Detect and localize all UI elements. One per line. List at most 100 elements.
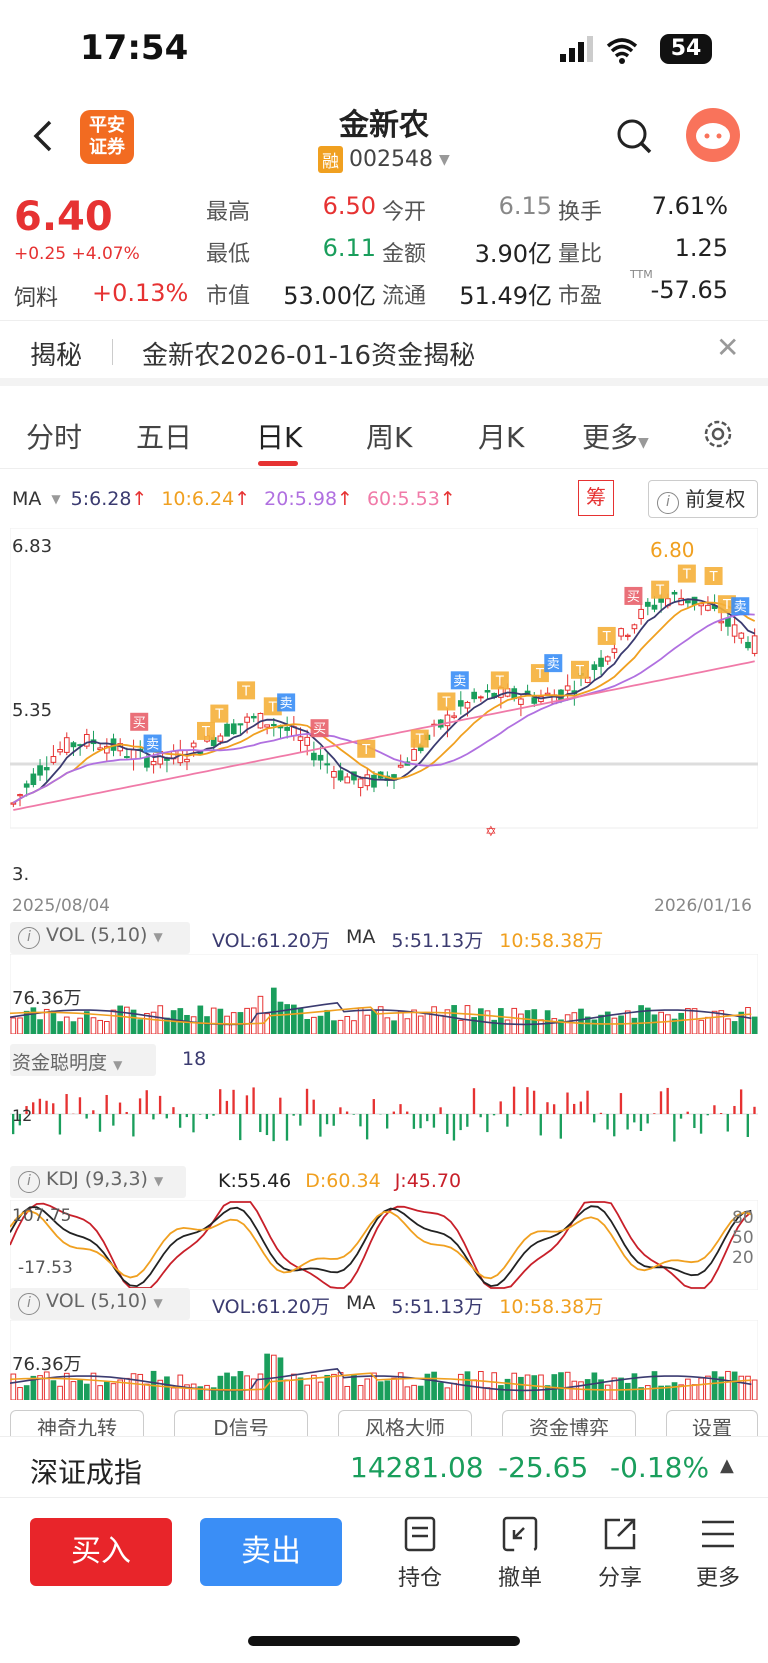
candle-body: [651, 604, 658, 610]
tab-daily-k[interactable]: 日K: [256, 421, 303, 454]
capital-bar: [386, 1114, 389, 1129]
settings-gear-icon[interactable]: [700, 416, 736, 452]
volume-bar: [17, 1387, 23, 1400]
volume-bar: [591, 1372, 598, 1400]
tab-intraday[interactable]: 分时: [26, 421, 83, 454]
index-change: -25.65: [498, 1451, 589, 1484]
stock-code-selector[interactable]: 融 002548 ▼: [318, 146, 450, 173]
candle-body: [444, 714, 451, 727]
kline-y-mid: 5.35: [12, 700, 53, 721]
volume-bar: [357, 1007, 364, 1034]
candle-body: [297, 736, 304, 741]
volume-bar: [10, 1017, 17, 1034]
volume-bar: [431, 1006, 437, 1034]
volume-bar: [204, 1016, 210, 1034]
index-ticker-bar[interactable]: 深证成指 14281.08 -25.65 -0.18% ▲: [0, 1436, 768, 1498]
capital-chart[interactable]: [10, 1080, 758, 1164]
price-adjust-button[interactable]: i 前复权: [648, 480, 758, 518]
volume-bar: [624, 1010, 631, 1034]
volume-bar: [711, 1371, 718, 1400]
share-button[interactable]: 分享: [580, 1514, 660, 1592]
candle-body: [564, 685, 571, 691]
kdj-panel-selector[interactable]: i KDJ (9,3,3) ▼: [10, 1166, 186, 1198]
volume-bar: [331, 1373, 337, 1400]
volume-bar: [364, 1014, 371, 1034]
signal-marker: [143, 734, 162, 753]
volume-bar: [417, 1015, 424, 1034]
chevron-up-icon[interactable]: ▲: [720, 1455, 734, 1476]
ma-line: [12, 613, 755, 804]
tab-monthly-k[interactable]: 月K: [478, 421, 525, 454]
candle-body: [70, 742, 77, 748]
sell-button[interactable]: 卖出: [200, 1518, 342, 1586]
vol2-ma10: 10:58.38万: [499, 1296, 604, 1318]
volume-panel2-selector[interactable]: i VOL (5,10) ▼: [10, 1288, 190, 1320]
capital-bar: [319, 1114, 322, 1137]
volume-bar: [698, 1019, 705, 1034]
capital-bar: [365, 1114, 369, 1140]
capital-bar: [359, 1114, 362, 1127]
capital-reveal-banner[interactable]: 揭秘 金新农2026-01-16资金揭秘 ✕: [0, 320, 768, 386]
more-button[interactable]: 更多: [678, 1514, 758, 1592]
candle-body: [611, 648, 618, 653]
positions-button[interactable]: 持仓: [380, 1514, 460, 1592]
signal-marker: [357, 739, 376, 758]
chevron-down-icon: ▼: [438, 151, 450, 168]
ma-legend[interactable]: MA ▼ 5:6.28↑ 10:6.24↑ 20:5.98↑ 60:5.53↑: [12, 488, 456, 510]
tab-more[interactable]: 更多▼: [582, 416, 649, 456]
kdj-ref-50: 50: [732, 1228, 754, 1248]
volume-bar: [491, 1372, 498, 1400]
candle-body: [745, 641, 751, 649]
vol-ma-label: MA: [346, 926, 376, 948]
capital-bar: [112, 1114, 115, 1126]
kdj-chart[interactable]: [10, 1200, 758, 1290]
assistant-avatar[interactable]: [686, 108, 740, 162]
capital-bar: [332, 1114, 335, 1126]
candle-body: [10, 802, 17, 805]
volume-bar: [97, 1019, 103, 1034]
capital-bar: [459, 1114, 462, 1131]
signal-marker-label: 买: [133, 716, 146, 731]
tab-weekly-k[interactable]: 周K: [366, 421, 413, 454]
capital-bar: [626, 1114, 629, 1130]
home-indicator[interactable]: [248, 1636, 520, 1646]
capital-bar: [506, 1114, 509, 1127]
volume-bar: [217, 1375, 224, 1400]
volume2-chart[interactable]: [10, 1320, 758, 1400]
volume2-axis-label: 76.36万: [12, 1354, 82, 1375]
signal-icon: [560, 36, 638, 64]
volume-bar: [124, 1006, 130, 1034]
volume-bar: [404, 1018, 411, 1034]
capital-bar: [192, 1114, 195, 1133]
volume-bar: [511, 1372, 518, 1400]
volume-panel-selector[interactable]: i VOL (5,10) ▼: [10, 922, 190, 954]
chip-distribution-button[interactable]: 筹: [578, 480, 614, 516]
capital-bar: [646, 1114, 649, 1124]
volume-chart[interactable]: [10, 954, 758, 1034]
volume-bar: [170, 1387, 177, 1400]
back-icon[interactable]: [24, 116, 64, 156]
capital-bar: [753, 1106, 756, 1114]
capital-bar: [406, 1111, 409, 1114]
cancel-order-button[interactable]: 撤单: [480, 1514, 560, 1592]
kdj-ref-20: 20: [732, 1248, 754, 1268]
buy-button[interactable]: 买入: [30, 1518, 172, 1586]
volume-bar: [404, 1386, 411, 1400]
volume-bar: [491, 1019, 498, 1034]
sector-name[interactable]: 饲料: [14, 286, 59, 311]
volume-bar: [631, 1017, 638, 1034]
signal-marker: [277, 693, 296, 712]
close-icon[interactable]: ✕: [716, 331, 740, 364]
volume-bar: [711, 1010, 718, 1034]
volume-bar: [745, 1375, 751, 1400]
positions-label: 持仓: [397, 1566, 442, 1591]
capital-bar: [25, 1106, 28, 1114]
broker-logo[interactable]: 平安 证券: [80, 110, 134, 164]
last-price: 6.40: [14, 194, 113, 240]
search-icon[interactable]: [614, 116, 654, 156]
volume-bar: [538, 1019, 544, 1034]
candle-body: [63, 737, 70, 753]
tab-five-day[interactable]: 五日: [136, 421, 193, 454]
capital-panel-selector[interactable]: 资金聪明度 ▼: [10, 1044, 156, 1076]
